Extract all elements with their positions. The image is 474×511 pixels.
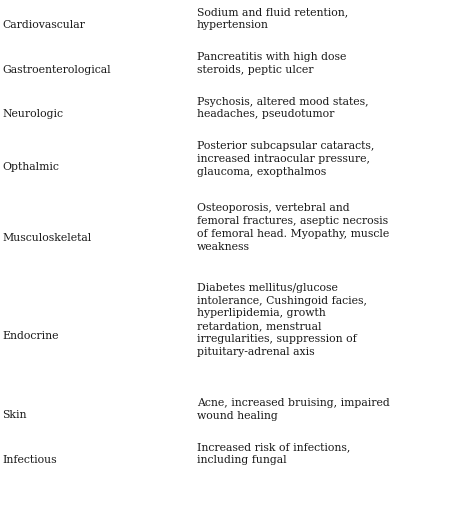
Text: Diabetes mellitus/glucose
intolerance, Cushingoid facies,
hyperlipidemia, growth: Diabetes mellitus/glucose intolerance, C…: [197, 283, 367, 357]
Text: Opthalmic: Opthalmic: [2, 162, 59, 173]
Text: Increased risk of infections,
including fungal: Increased risk of infections, including …: [197, 442, 350, 465]
Text: Sodium and fluid retention,
hypertension: Sodium and fluid retention, hypertension: [197, 8, 348, 31]
Text: Psychosis, altered mood states,
headaches, pseudotumor: Psychosis, altered mood states, headache…: [197, 97, 368, 120]
Text: Pancreatitis with high dose
steroids, peptic ulcer: Pancreatitis with high dose steroids, pe…: [197, 52, 346, 75]
Text: Musculoskeletal: Musculoskeletal: [2, 234, 91, 243]
Text: Skin: Skin: [2, 410, 27, 421]
Text: Cardiovascular: Cardiovascular: [2, 20, 85, 30]
Text: Acne, increased bruising, impaired
wound healing: Acne, increased bruising, impaired wound…: [197, 398, 390, 421]
Text: Infectious: Infectious: [2, 455, 57, 465]
Text: Osteoporosis, vertebral and
femoral fractures, aseptic necrosis
of femoral head.: Osteoporosis, vertebral and femoral frac…: [197, 203, 389, 251]
Text: Endocrine: Endocrine: [2, 331, 59, 341]
Text: Posterior subcapsular cataracts,
increased intraocular pressure,
glaucoma, exopt: Posterior subcapsular cataracts, increas…: [197, 141, 374, 177]
Text: Gastroenterological: Gastroenterological: [2, 65, 111, 75]
Text: Neurologic: Neurologic: [2, 109, 64, 119]
